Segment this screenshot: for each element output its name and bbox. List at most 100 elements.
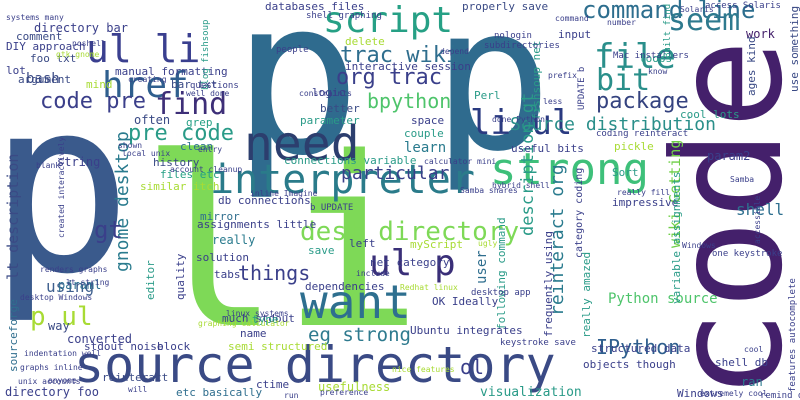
cloud-word: questions [190, 81, 239, 91]
cloud-word: wiki Getting [666, 140, 684, 248]
cloud-word: name [240, 327, 267, 340]
cloud-word: trac wiki [340, 43, 459, 68]
cloud-word: desktop Windows [20, 293, 92, 302]
cloud-word: preference [320, 388, 368, 397]
cloud-word: account cleanup [170, 165, 242, 174]
cloud-word: shell graphing [306, 11, 382, 21]
cloud-word: Perl [474, 89, 501, 102]
cloud-word: input [558, 28, 591, 41]
cloud-word: description gt [518, 93, 538, 236]
cloud-word: Python source [608, 291, 718, 307]
cloud-word: dependencies [305, 280, 384, 293]
cloud-word: foo txt [30, 52, 76, 65]
cloud-word: seem [668, 3, 740, 38]
cloud-word: want [300, 275, 411, 329]
cloud-word: delete [345, 35, 385, 48]
cloud-word: accessible [753, 196, 762, 244]
cloud-word: argument [18, 73, 71, 86]
cloud-word: created interactively [57, 137, 66, 238]
cloud-word: space [411, 114, 444, 127]
cloud-word: know [648, 67, 667, 76]
cloud-word: creating [128, 75, 167, 84]
cloud-word: entry [198, 145, 222, 154]
cloud-word: bpython [367, 89, 451, 113]
cloud-word: comment [16, 30, 62, 43]
cloud-word: myScript [410, 238, 463, 251]
cloud-word: type [252, 313, 279, 326]
cloud-word: remind one [760, 391, 800, 400]
cloud-word: script [323, 0, 453, 41]
cloud-word: interactive session [345, 60, 471, 73]
cloud-word: dest directory [300, 217, 519, 247]
cloud-word: indentation well [24, 349, 101, 358]
cloud-word: IPython [596, 335, 680, 359]
cloud-word: Ubuntu integrates [410, 324, 523, 337]
cloud-word: visualization [480, 385, 582, 400]
cloud-word: will [128, 385, 147, 394]
cloud-word: gt [94, 216, 123, 244]
cloud-word: similar itch [140, 180, 219, 193]
cloud-word: assignments little [197, 218, 316, 231]
cloud-word: p [232, 0, 361, 203]
cloud-word: databases files [265, 0, 364, 13]
cloud-word: mind [86, 78, 113, 91]
cloud-word: Mac installers [613, 51, 689, 61]
cloud-word: fishsoup net [530, 41, 543, 120]
cloud-word: better [320, 102, 360, 115]
cloud-word: loops [639, 52, 672, 65]
cloud-word: user [474, 250, 490, 284]
cloud-word: shell db [715, 356, 768, 369]
cloud-word: pickle [614, 140, 654, 153]
cloud-word: b UPDATE [310, 203, 353, 213]
cloud-word: find [155, 87, 227, 122]
cloud-word: desktop app [471, 288, 531, 298]
cloud-word: param2 [707, 149, 750, 163]
cloud-word: learn [404, 140, 446, 156]
cloud-word: variable assignments [670, 172, 683, 304]
cloud-word: Redhat linux [400, 283, 458, 292]
cloud-word: nologin [494, 31, 532, 41]
cloud-word: history [153, 156, 200, 169]
cloud-word: prefix [548, 71, 577, 80]
cloud-word: p [432, 0, 552, 196]
cloud-word: following command [495, 217, 508, 330]
cloud-word: noshell [72, 39, 106, 48]
cloud-word: pre code [128, 121, 234, 146]
cloud-word: using [46, 277, 94, 296]
cloud-word: semi structured [228, 340, 327, 353]
cloud-word: calculator mini [424, 157, 496, 166]
cloud-word: manual formatting [115, 65, 228, 78]
cloud-word: quality [174, 253, 187, 300]
cloud-word: properly save [462, 0, 548, 13]
cloud-word: eg strong [308, 324, 411, 346]
cloud-word: gnome desktop [112, 131, 133, 272]
cloud-word: ul p [369, 243, 456, 284]
cloud-word: depend [440, 47, 469, 56]
cloud-word: paraml [58, 278, 101, 292]
cloud-word: subdirectories [484, 41, 560, 51]
cloud-word: left [349, 237, 376, 250]
cloud-word: way [48, 319, 70, 333]
cloud-word: reinteract [102, 371, 168, 384]
cloud-word: really fill [617, 188, 670, 197]
cloud-word: inline Imagine [250, 189, 318, 198]
cloud-word: done Python [492, 115, 545, 124]
cloud-word: string [57, 155, 100, 169]
cloud-word: href [102, 65, 189, 106]
cloud-word: Sort [612, 166, 639, 179]
cloud-word: interpreter [210, 157, 475, 203]
cloud-word: strong [490, 144, 649, 195]
cloud-word: well done [186, 89, 230, 98]
cloud-word: graphing calculator [198, 319, 290, 328]
cloud-word: ctime [256, 378, 289, 391]
cloud-word: li ul [470, 103, 572, 143]
cloud-word: Solaris [680, 5, 714, 14]
cloud-word: ages kind [745, 36, 758, 96]
cloud-word: often [134, 113, 170, 127]
cloud-word: db connections [218, 194, 311, 207]
cloud-word: Source distribution [510, 114, 716, 135]
cloud-word: clean [180, 140, 213, 153]
cloud-word: really [212, 233, 255, 247]
cloud-word: linux systems [226, 309, 289, 318]
